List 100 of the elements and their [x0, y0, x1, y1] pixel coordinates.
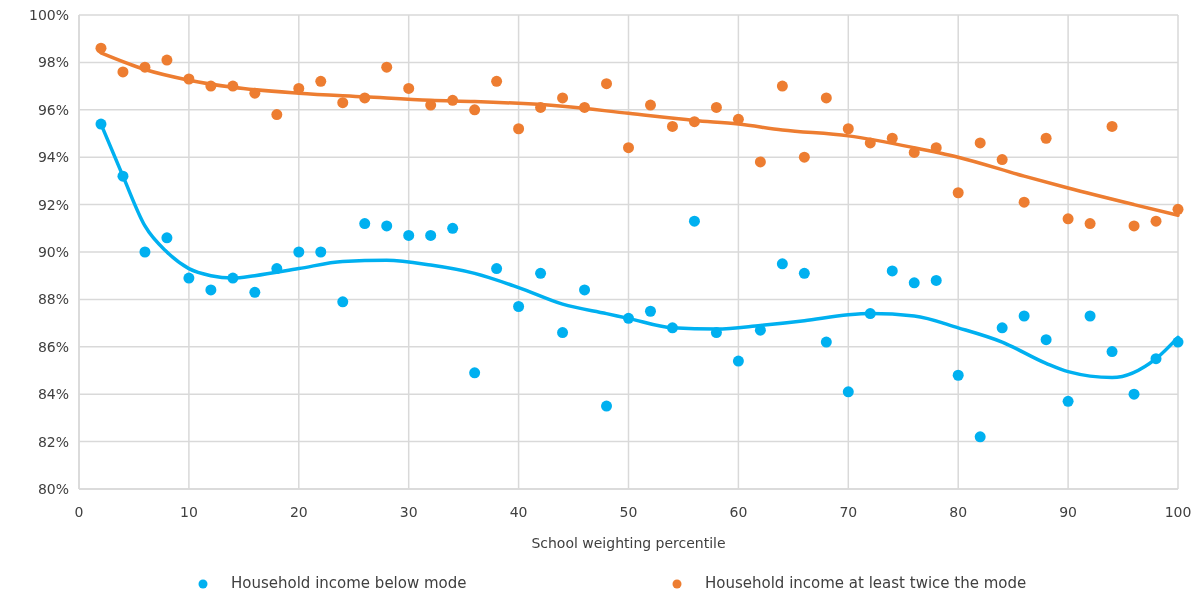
point [425, 229, 437, 241]
point [227, 80, 239, 92]
point [644, 305, 656, 317]
point [1128, 220, 1140, 232]
point [798, 267, 810, 279]
point [183, 272, 195, 284]
point [1084, 218, 1096, 230]
point [469, 367, 481, 379]
x-tick-label: 50 [619, 504, 638, 520]
point [337, 97, 349, 109]
point [95, 118, 107, 130]
point [381, 61, 393, 73]
point [579, 101, 591, 113]
point [337, 296, 349, 308]
x-axis-title: School weighting percentile [531, 535, 726, 551]
point [1128, 388, 1140, 400]
point [952, 369, 964, 381]
point [1084, 310, 1096, 322]
point [710, 101, 722, 113]
point [754, 156, 766, 168]
point [820, 92, 832, 104]
point [447, 94, 459, 106]
y-tick-label: 82% [37, 433, 69, 450]
point [491, 75, 503, 87]
y-tick-label: 86% [37, 338, 69, 355]
point [513, 123, 525, 135]
x-tick-label: 80 [949, 504, 968, 520]
point [1172, 336, 1184, 348]
point [139, 246, 151, 258]
point [886, 265, 898, 277]
y-tick-label: 96% [37, 101, 69, 118]
point [293, 246, 305, 258]
point [732, 355, 744, 367]
point [205, 80, 217, 92]
point [359, 92, 371, 104]
point [1062, 395, 1074, 407]
point [776, 80, 788, 92]
point [996, 322, 1008, 334]
point [1040, 334, 1052, 346]
x-tick-label: 100 [1164, 504, 1192, 520]
point [1062, 213, 1074, 225]
point [249, 87, 261, 99]
y-tick-label: 94% [37, 149, 69, 166]
y-tick-label: 100% [28, 6, 69, 23]
point [1150, 215, 1162, 227]
legend-label: Household income below mode [231, 574, 467, 592]
point [974, 431, 986, 443]
point [952, 187, 964, 199]
point [161, 232, 173, 244]
y-tick-label: 90% [37, 243, 69, 260]
point [666, 120, 678, 132]
point [95, 42, 107, 54]
legend-label: Household income at least twice the mode [705, 574, 1027, 592]
point [864, 137, 876, 149]
point [666, 322, 678, 334]
point [1040, 132, 1052, 144]
point [139, 61, 151, 73]
point [688, 215, 700, 227]
x-tick-label: 90 [1059, 504, 1078, 520]
point [842, 123, 854, 135]
x-tick-label: 40 [509, 504, 528, 520]
point [535, 267, 547, 279]
point [1018, 310, 1030, 322]
point [842, 386, 854, 398]
point [557, 92, 569, 104]
point [227, 272, 239, 284]
point [710, 327, 722, 339]
point [996, 154, 1008, 166]
point [271, 109, 283, 121]
point [864, 308, 876, 320]
point [974, 137, 986, 149]
point [1106, 346, 1118, 358]
point [403, 82, 415, 94]
y-tick-label: 88% [37, 291, 69, 308]
point [623, 312, 634, 324]
point [579, 284, 591, 296]
x-tick-label: 70 [839, 504, 858, 520]
point [513, 301, 525, 313]
point [535, 101, 547, 113]
x-tick-label: 10 [179, 504, 198, 520]
point [601, 400, 613, 412]
x-tick-label: 20 [289, 504, 308, 520]
point [249, 286, 261, 298]
point [886, 132, 898, 144]
point [776, 258, 788, 270]
y-tick-label: 84% [37, 386, 69, 403]
point [205, 284, 217, 296]
y-tick-label: 92% [37, 196, 69, 213]
point [930, 274, 942, 286]
point [117, 66, 129, 78]
y-tick-label: 80% [37, 480, 69, 497]
point [820, 336, 832, 348]
x-tick-label: 30 [399, 504, 418, 520]
point [359, 218, 371, 230]
point [1150, 353, 1162, 365]
point [644, 99, 656, 111]
point [798, 151, 810, 163]
point [1018, 196, 1030, 208]
point [1106, 120, 1118, 132]
point [623, 142, 634, 154]
